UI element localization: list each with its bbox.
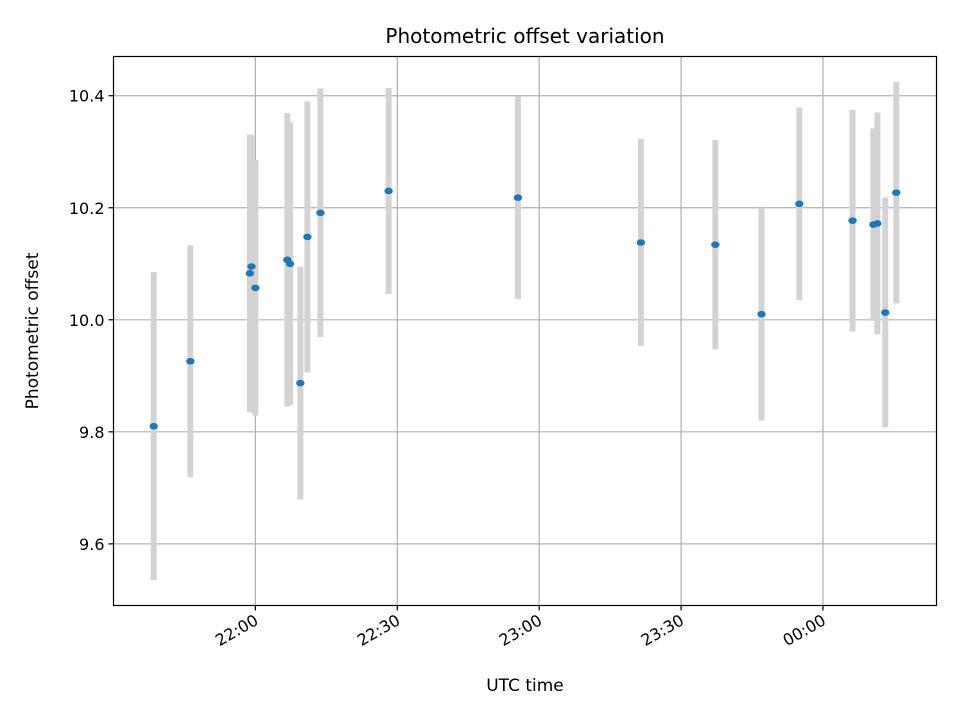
y-tick-label: 10.0 xyxy=(69,311,105,330)
data-point xyxy=(251,284,260,292)
y-tick-label: 10.4 xyxy=(69,87,105,106)
data-point xyxy=(296,379,305,387)
data-point xyxy=(316,209,325,217)
data-point xyxy=(795,200,804,208)
data-point xyxy=(711,241,720,249)
y-tick-label: 10.2 xyxy=(69,199,105,218)
data-point xyxy=(757,310,766,318)
data-point xyxy=(848,217,857,224)
x-axis-label: UTC time xyxy=(486,676,564,696)
data-point xyxy=(149,422,158,430)
chart-title: Photometric offset variation xyxy=(385,24,664,48)
data-point xyxy=(636,239,646,246)
data-point xyxy=(247,263,256,270)
data-point xyxy=(892,189,901,196)
data-points xyxy=(149,187,901,430)
data-point xyxy=(881,309,890,316)
data-point xyxy=(285,260,295,268)
data-point xyxy=(513,194,523,201)
data-point xyxy=(384,187,393,195)
y-axis-label: Photometric offset xyxy=(23,252,43,409)
data-point xyxy=(245,269,255,277)
y-tick-label: 9.8 xyxy=(79,423,104,442)
data-point xyxy=(303,233,312,241)
y-tick-label: 9.6 xyxy=(79,535,104,554)
plot-area-frame xyxy=(112,55,938,607)
data-point xyxy=(873,220,882,227)
data-point xyxy=(186,357,195,365)
